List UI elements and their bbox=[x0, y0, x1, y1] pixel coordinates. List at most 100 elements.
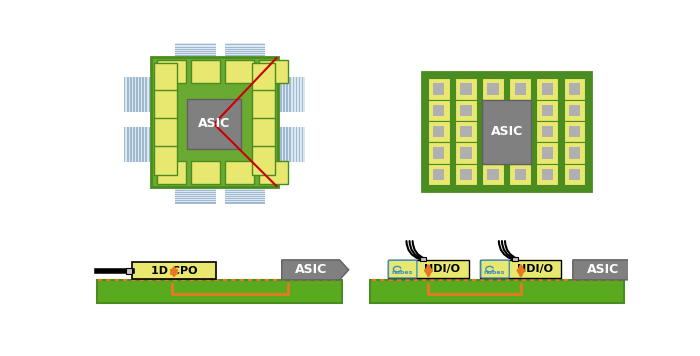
Bar bbox=[542, 83, 553, 95]
Bar bbox=[288, 77, 290, 112]
Bar bbox=[176, 43, 216, 44]
Bar bbox=[225, 193, 265, 194]
Bar bbox=[176, 193, 216, 194]
Bar bbox=[125, 77, 127, 112]
Bar bbox=[176, 51, 216, 52]
Bar bbox=[461, 126, 472, 137]
Bar bbox=[176, 58, 216, 59]
Bar bbox=[422, 72, 592, 191]
Bar bbox=[277, 77, 279, 112]
Bar bbox=[132, 77, 133, 112]
Bar bbox=[294, 77, 295, 112]
Bar bbox=[225, 55, 265, 56]
Bar bbox=[281, 77, 284, 112]
Bar bbox=[176, 199, 216, 200]
Bar bbox=[482, 78, 504, 100]
Bar bbox=[299, 127, 300, 162]
Bar bbox=[568, 169, 580, 180]
Bar bbox=[252, 63, 275, 92]
Bar bbox=[225, 199, 265, 200]
Bar bbox=[293, 77, 294, 112]
Bar bbox=[154, 90, 177, 120]
Bar bbox=[542, 105, 553, 116]
Bar bbox=[291, 77, 293, 112]
Bar bbox=[433, 169, 444, 180]
Bar bbox=[225, 43, 265, 44]
Bar bbox=[225, 191, 265, 192]
Bar bbox=[288, 127, 290, 162]
Bar bbox=[568, 105, 580, 116]
Bar bbox=[142, 77, 144, 112]
Bar bbox=[225, 50, 265, 51]
Bar bbox=[428, 142, 449, 164]
Bar bbox=[295, 127, 298, 162]
Bar bbox=[225, 190, 265, 191]
Bar bbox=[225, 161, 254, 184]
Bar bbox=[388, 260, 469, 278]
Bar bbox=[187, 99, 241, 149]
Bar bbox=[461, 147, 472, 159]
Text: HDI/O: HDI/O bbox=[517, 264, 553, 274]
Bar bbox=[141, 77, 142, 112]
Bar bbox=[146, 127, 147, 162]
Bar bbox=[277, 127, 279, 162]
Bar bbox=[176, 201, 216, 203]
Bar bbox=[133, 77, 134, 112]
Bar bbox=[225, 192, 265, 193]
Bar bbox=[480, 260, 561, 278]
Bar bbox=[150, 127, 152, 162]
Bar bbox=[225, 188, 265, 189]
Bar bbox=[428, 121, 449, 142]
Bar bbox=[176, 57, 216, 58]
Bar bbox=[130, 127, 132, 162]
Bar bbox=[252, 90, 275, 120]
Bar bbox=[124, 127, 125, 162]
Bar bbox=[176, 54, 216, 55]
Bar bbox=[124, 77, 125, 112]
Bar bbox=[176, 194, 216, 195]
Bar bbox=[225, 56, 265, 57]
Text: ASIC: ASIC bbox=[491, 125, 523, 138]
Bar bbox=[225, 58, 265, 59]
Bar bbox=[290, 127, 291, 162]
Bar bbox=[281, 127, 284, 162]
Bar bbox=[542, 147, 553, 159]
Bar bbox=[428, 78, 449, 100]
Bar bbox=[280, 127, 282, 162]
Bar bbox=[542, 169, 553, 180]
Bar bbox=[147, 77, 148, 112]
Bar bbox=[428, 100, 449, 121]
Bar bbox=[455, 121, 477, 142]
Bar bbox=[290, 77, 291, 112]
Bar bbox=[258, 161, 288, 184]
Bar bbox=[225, 189, 265, 190]
Bar bbox=[536, 78, 558, 100]
Bar bbox=[295, 77, 298, 112]
Bar bbox=[176, 55, 216, 56]
Bar bbox=[455, 164, 477, 185]
Bar bbox=[297, 127, 299, 162]
Bar bbox=[146, 77, 147, 112]
Bar bbox=[176, 52, 216, 53]
Bar bbox=[157, 161, 186, 184]
Bar bbox=[536, 100, 558, 121]
Bar bbox=[564, 100, 585, 121]
Bar bbox=[176, 188, 216, 189]
Bar bbox=[129, 127, 130, 162]
Bar bbox=[138, 127, 139, 162]
Text: ASIC: ASIC bbox=[198, 117, 230, 130]
Polygon shape bbox=[573, 260, 644, 280]
Bar bbox=[176, 44, 216, 46]
Bar bbox=[176, 47, 216, 48]
Bar bbox=[141, 127, 142, 162]
Bar bbox=[144, 127, 146, 162]
Text: ASIC: ASIC bbox=[295, 263, 327, 276]
Bar bbox=[303, 77, 305, 112]
Bar bbox=[510, 78, 531, 100]
Bar bbox=[133, 127, 134, 162]
Bar bbox=[299, 77, 300, 112]
Bar bbox=[433, 105, 444, 116]
Bar bbox=[176, 53, 216, 54]
Bar bbox=[293, 127, 294, 162]
FancyBboxPatch shape bbox=[389, 260, 417, 278]
